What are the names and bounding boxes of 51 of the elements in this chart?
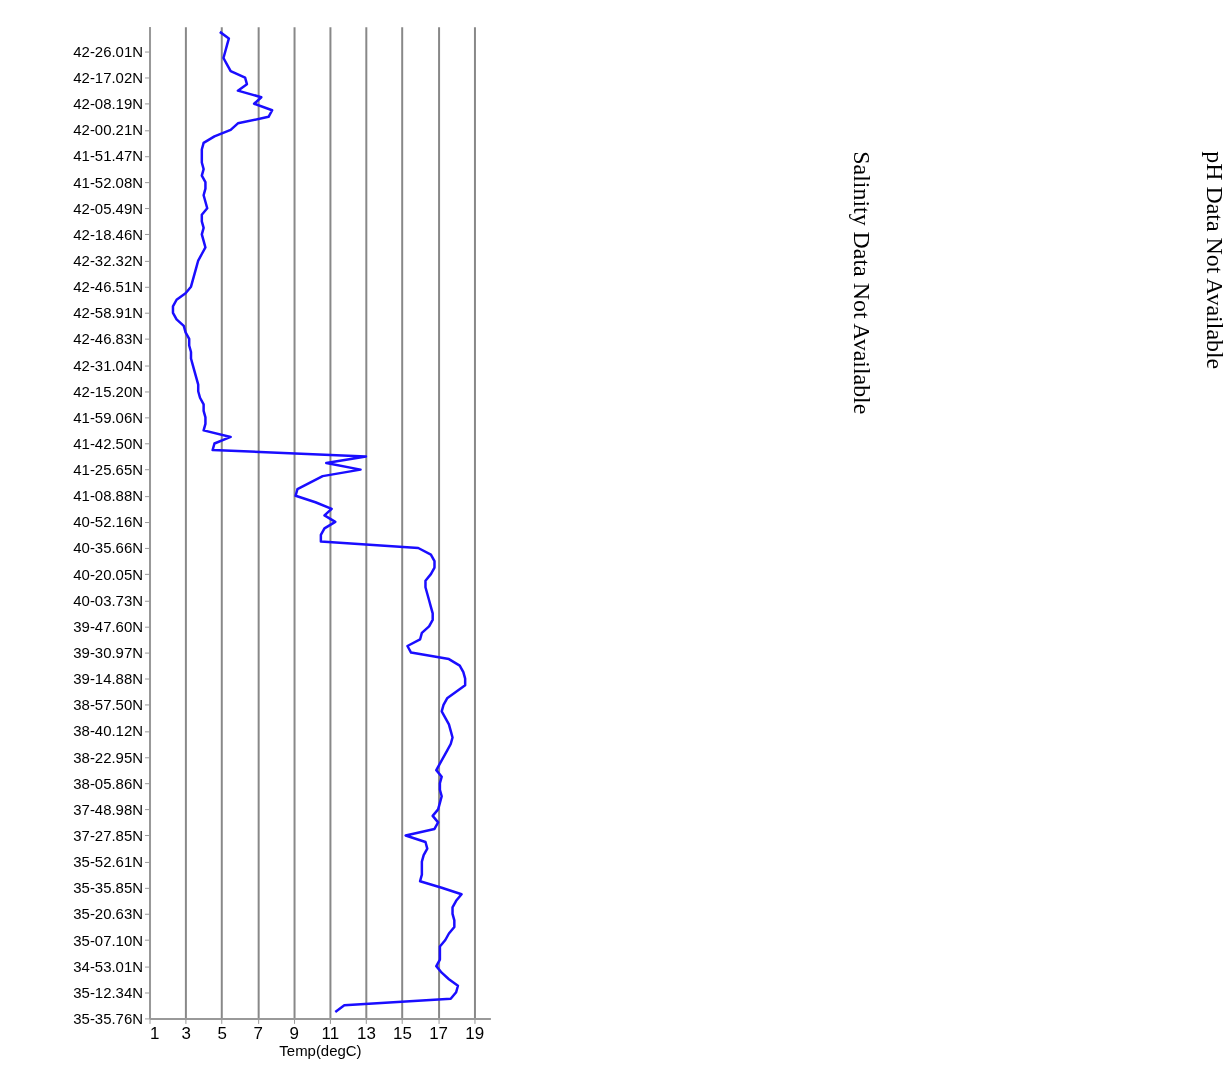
y-tick-label: 38-05.86N bbox=[73, 774, 144, 792]
y-tick-label: 38-40.12N bbox=[73, 722, 144, 740]
x-tick-label: 19 bbox=[465, 1023, 485, 1043]
text: pH Data Not Available bbox=[1202, 151, 1229, 370]
text: Salinity Data Not Available bbox=[849, 151, 876, 415]
y-tick-label: 40-35.66N bbox=[73, 539, 144, 557]
y-tick-label: 42-32.32N bbox=[73, 252, 144, 270]
y-tick-label: 41-08.88N bbox=[73, 487, 144, 505]
y-tick-label: 37-48.98N bbox=[73, 800, 144, 818]
y-tick-label: 42-46.83N bbox=[73, 330, 144, 348]
y-tick-label: 39-30.97N bbox=[73, 644, 144, 662]
y-tick-label: 35-35.85N bbox=[73, 879, 144, 897]
y-tick-label: 42-58.91N bbox=[73, 304, 144, 322]
y-tick-label: 42-15.20N bbox=[73, 382, 144, 400]
x-tick-label: 1 bbox=[150, 1023, 160, 1043]
y-tick-label: 42-18.46N bbox=[73, 225, 144, 243]
y-tick-label: 40-52.16N bbox=[73, 513, 144, 531]
y-tick-label: 38-22.95N bbox=[73, 748, 144, 766]
y-tick-label: 35-52.61N bbox=[73, 853, 144, 871]
y-tick-label: 41-51.47N bbox=[73, 147, 144, 165]
y-tick-label: 35-35.76N bbox=[73, 1009, 144, 1027]
y-tick-label: 42-31.04N bbox=[73, 356, 144, 374]
y-tick-label: 41-25.65N bbox=[73, 461, 144, 479]
y-tick-label: 42-00.21N bbox=[73, 121, 144, 139]
x-tick-label: 5 bbox=[217, 1023, 227, 1043]
y-tick-label: 35-20.63N bbox=[73, 905, 144, 923]
y-tick-label: 42-46.51N bbox=[73, 278, 144, 296]
y-tick-label: 42-17.02N bbox=[73, 69, 144, 87]
y-tick-label: 41-52.08N bbox=[73, 173, 144, 191]
x-tick-label: 15 bbox=[393, 1023, 412, 1043]
y-tick-label: 34-53.01N bbox=[73, 957, 144, 975]
y-tick-label: 42-26.01N bbox=[73, 42, 144, 60]
y-tick-label: 42-05.49N bbox=[73, 199, 144, 217]
x-axis-title: Temp(degC) bbox=[279, 1041, 362, 1059]
y-tick-label: 39-14.88N bbox=[73, 670, 144, 688]
y-tick-label: 35-07.10N bbox=[73, 931, 144, 949]
y-tick-label: 40-20.05N bbox=[73, 565, 144, 583]
y-tick-label: 41-42.50N bbox=[73, 434, 144, 452]
x-tick-label: 13 bbox=[357, 1023, 376, 1043]
x-tick-label: 3 bbox=[181, 1023, 191, 1043]
y-tick-label: 39-47.60N bbox=[73, 617, 144, 635]
y-tick-label: 35-12.34N bbox=[73, 983, 144, 1001]
y-tick-label: 41-59.06N bbox=[73, 408, 144, 426]
y-tick-label: 40-03.73N bbox=[73, 591, 144, 609]
y-tick-label: 42-08.19N bbox=[73, 95, 144, 113]
y-tick-label: 38-57.50N bbox=[73, 696, 144, 714]
x-tick-label: 11 bbox=[321, 1023, 340, 1043]
x-tick-label: 9 bbox=[289, 1023, 300, 1043]
y-tick-label: 37-27.85N bbox=[73, 826, 144, 844]
x-tick-label: 7 bbox=[253, 1023, 263, 1043]
x-tick-label: 17 bbox=[429, 1023, 449, 1043]
